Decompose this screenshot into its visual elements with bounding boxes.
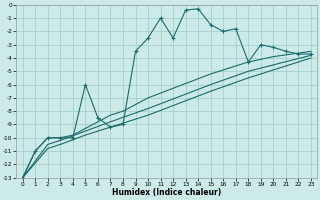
X-axis label: Humidex (Indice chaleur): Humidex (Indice chaleur)	[112, 188, 221, 197]
